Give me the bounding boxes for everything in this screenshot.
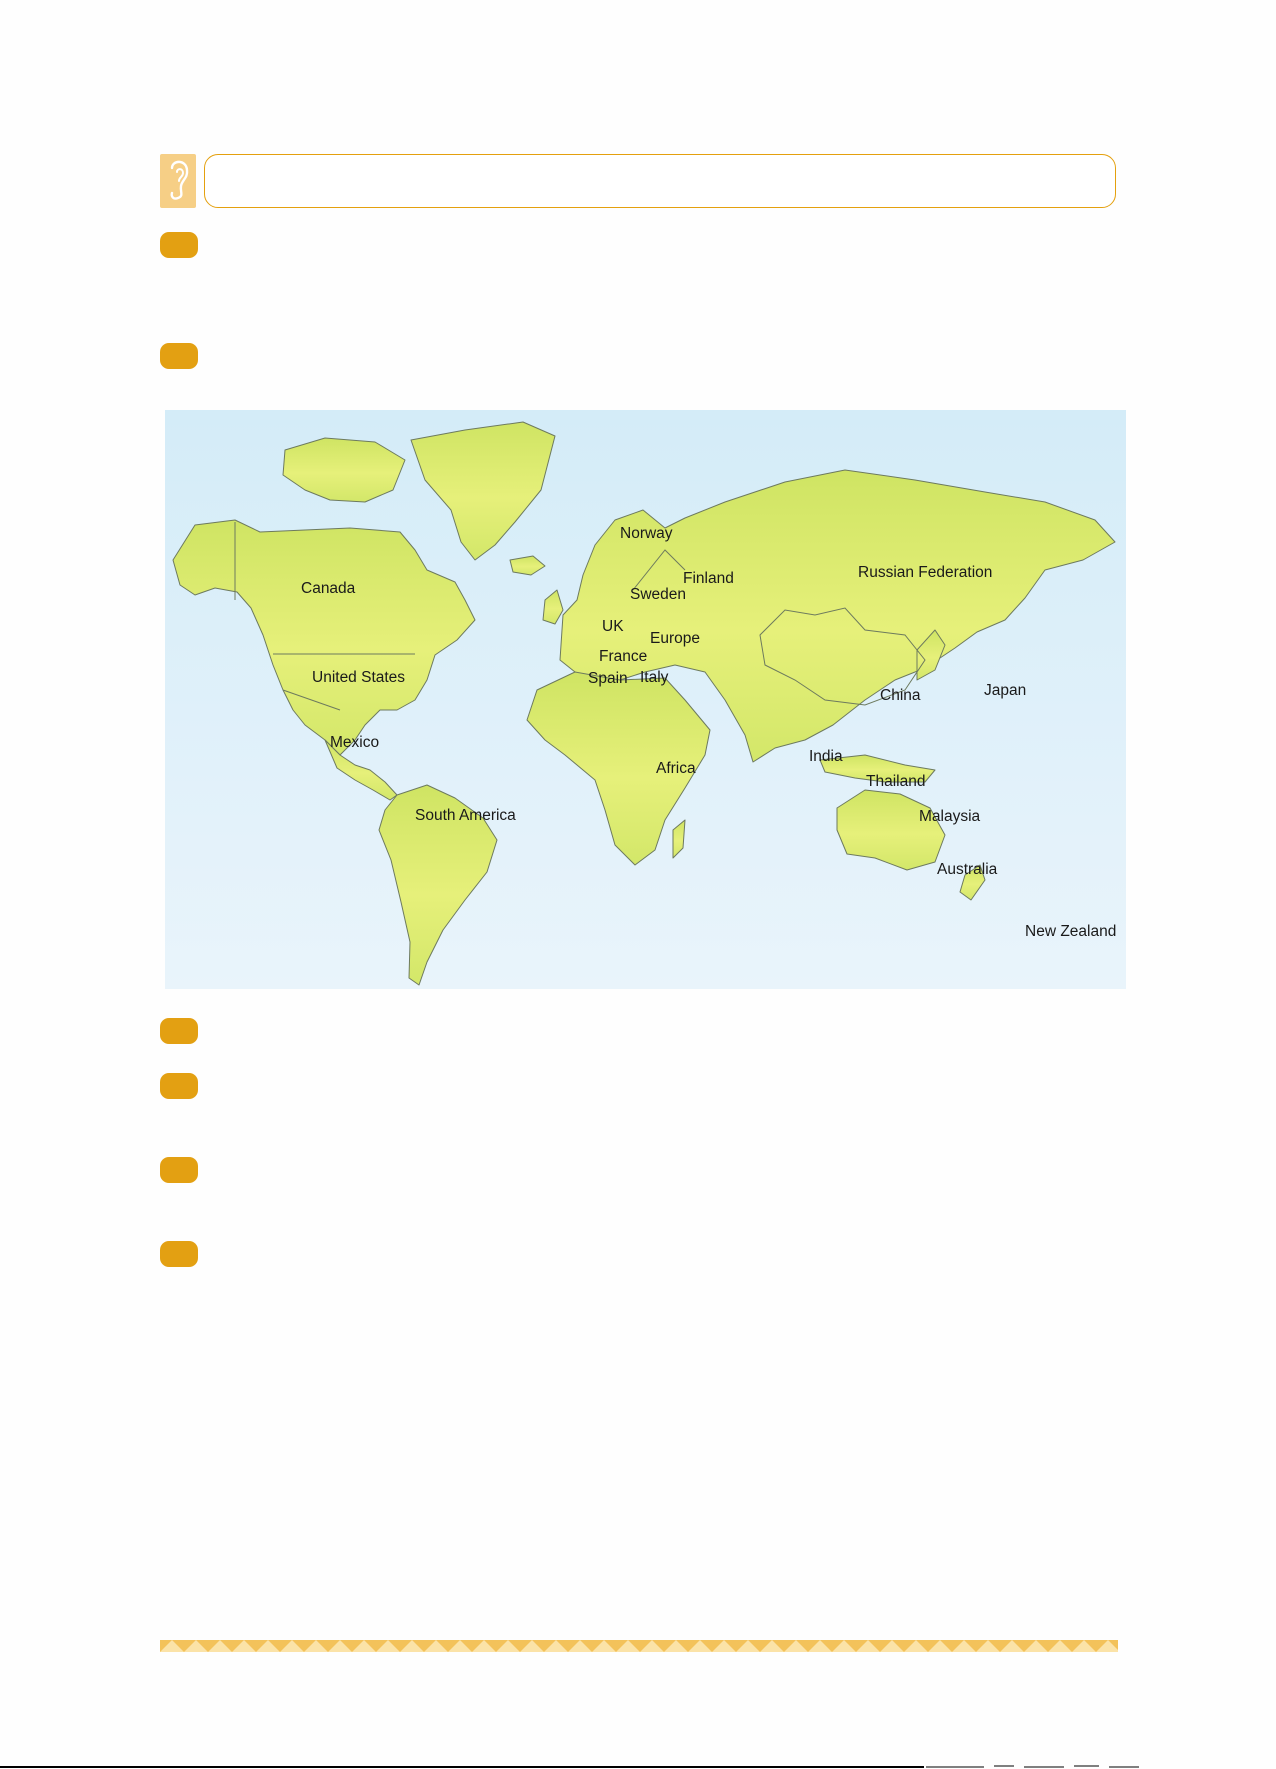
label-uk: UK bbox=[602, 618, 624, 635]
bottom-rule bbox=[0, 1766, 924, 1768]
label-sweden: Sweden bbox=[630, 586, 686, 603]
label-south-america: South America bbox=[415, 807, 516, 824]
label-japan: Japan bbox=[984, 682, 1026, 699]
landmass-australia bbox=[836, 789, 946, 871]
bullet-marker bbox=[160, 1073, 198, 1099]
bullet-marker bbox=[160, 1157, 198, 1183]
map-labels: Norway Finland Russian Federation Canada… bbox=[301, 525, 1116, 940]
label-india: India bbox=[809, 748, 843, 765]
label-europe: Europe bbox=[650, 630, 700, 647]
landmass-eurasia bbox=[559, 469, 1116, 763]
landmass-southeast-asia-islands bbox=[819, 754, 936, 783]
landmass-north-america bbox=[172, 519, 476, 756]
label-canada: Canada bbox=[301, 580, 356, 597]
label-france: France bbox=[599, 648, 647, 665]
ear-icon bbox=[160, 154, 196, 208]
label-africa: Africa bbox=[656, 760, 696, 777]
label-australia: Australia bbox=[937, 861, 998, 878]
landmass-new-zealand bbox=[959, 864, 986, 901]
bullet-marker bbox=[160, 232, 198, 258]
landmass-africa bbox=[526, 671, 711, 866]
label-mexico: Mexico bbox=[330, 734, 379, 751]
landmass-arctic-islands bbox=[282, 437, 406, 503]
label-finland: Finland bbox=[683, 570, 734, 587]
landmasses bbox=[172, 421, 1116, 986]
landmass-uk bbox=[542, 589, 564, 625]
label-russia: Russian Federation bbox=[858, 564, 992, 581]
bottom-printer-marks bbox=[926, 1765, 1139, 1768]
country-borders bbox=[234, 522, 926, 711]
bullet-marker bbox=[160, 1241, 198, 1267]
instruction-heading-box bbox=[204, 154, 1116, 208]
label-us: United States bbox=[312, 669, 405, 686]
bullet-marker bbox=[160, 343, 198, 369]
footer-decorative-band bbox=[160, 1640, 1118, 1652]
label-norway: Norway bbox=[620, 525, 673, 542]
label-spain: Spain bbox=[588, 670, 628, 687]
label-china: China bbox=[880, 687, 921, 704]
label-thailand: Thailand bbox=[866, 773, 925, 790]
landmass-iceland bbox=[509, 555, 546, 576]
label-italy: Italy bbox=[640, 669, 669, 686]
world-map: Norway Finland Russian Federation Canada… bbox=[165, 410, 1126, 989]
label-malaysia: Malaysia bbox=[919, 808, 981, 825]
landmass-south-america bbox=[378, 784, 498, 986]
landmass-greenland bbox=[410, 421, 556, 561]
landmass-japan bbox=[916, 629, 946, 681]
label-new-zealand: New Zealand bbox=[1025, 923, 1116, 940]
landmass-madagascar bbox=[672, 819, 686, 859]
bullet-marker bbox=[160, 1018, 198, 1044]
